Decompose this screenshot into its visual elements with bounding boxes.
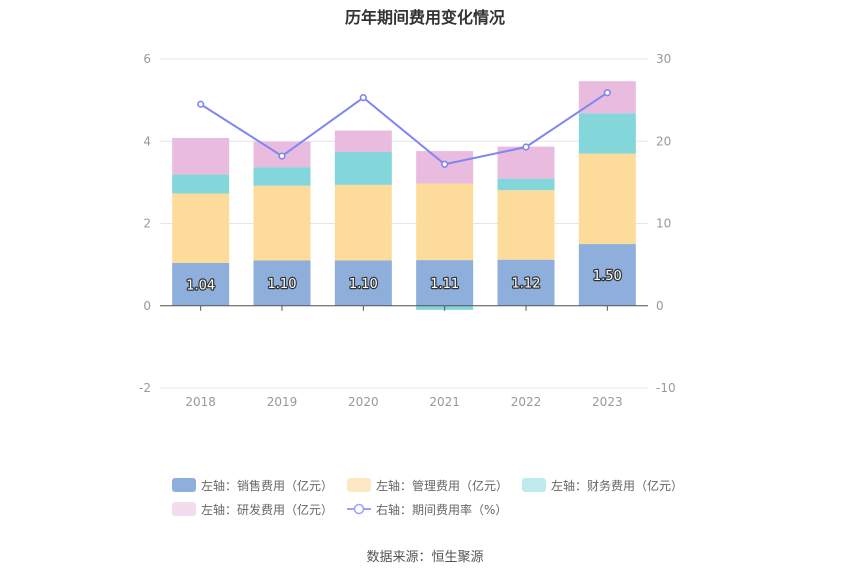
bar-segment — [253, 260, 311, 306]
right-axis-ticks: 30 20 10 0 -10 — [656, 52, 676, 395]
bar-segment — [334, 260, 392, 306]
bar-segment — [172, 137, 230, 175]
x-axis-ticks: 2018 2019 2020 2021 2022 2023 — [185, 395, 622, 409]
legend-swatch-finance — [522, 478, 547, 492]
y-left-tick-label: 4 — [143, 134, 151, 148]
legend-row: 左轴：研发费用（亿元） 右轴：期间费用率（%） — [172, 497, 732, 521]
bar-segment — [416, 183, 474, 261]
bar-data-label: 1.12 — [512, 277, 541, 292]
y-left-tick-label: 0 — [143, 299, 151, 313]
bar-segment — [172, 193, 230, 263]
legend-label-admin: 左轴：管理费用（亿元） — [376, 478, 509, 493]
bar-segment — [578, 113, 636, 154]
rate-line-point — [441, 160, 449, 168]
bar-segment — [578, 81, 636, 114]
bar-data-labels: 1.04 1.10 1.10 1.11 1.12 1.50 — [185, 268, 623, 295]
y-right-tick-label: 0 — [656, 299, 664, 313]
bar-data-label: 1.10 — [268, 277, 297, 292]
bar-segment — [172, 262, 230, 306]
x-axis-tick-label: 2020 — [348, 395, 379, 409]
legend-item-finance[interactable]: 左轴：财务费用（亿元） — [522, 477, 683, 494]
x-axis-tick-label: 2021 — [429, 395, 460, 409]
legend-item-rnd[interactable]: 左轴：研发费用（亿元） — [172, 501, 333, 518]
bar-segment — [334, 184, 392, 261]
rate-line-series — [197, 89, 611, 168]
bar-segment — [578, 153, 636, 245]
legend-swatch-sales — [172, 478, 196, 492]
legend-row: 左轴：销售费用（亿元） 左轴：管理费用（亿元） 左轴：财务费用（亿元） — [172, 473, 732, 497]
x-axis — [160, 305, 648, 311]
bar-segment — [497, 190, 555, 260]
y-right-tick-label: 10 — [656, 217, 671, 231]
legend-swatch-admin — [347, 478, 372, 492]
y-right-tick-label: 20 — [656, 134, 671, 148]
bar-segment — [416, 260, 474, 306]
bar-segment — [253, 167, 311, 186]
grid-lines — [160, 58, 648, 389]
x-axis-tick-label: 2023 — [592, 395, 623, 409]
bar-segment — [334, 130, 392, 152]
bar-series — [172, 81, 636, 310]
bar-data-label: 1.11 — [430, 277, 459, 292]
legend-label-sales: 左轴：销售费用（亿元） — [201, 478, 334, 493]
bar-data-label: 1.50 — [593, 269, 622, 284]
rate-line-point — [603, 89, 611, 97]
y-right-tick-label: 30 — [656, 52, 671, 66]
y-right-tick-label: -10 — [656, 381, 676, 395]
rate-line-point — [278, 152, 286, 160]
y-left-tick-label: 6 — [143, 52, 151, 66]
rate-line-point — [197, 100, 205, 108]
y-left-tick-label: -2 — [139, 381, 151, 395]
y-left-tick-label: 2 — [143, 217, 151, 231]
bar-segment — [578, 244, 636, 306]
chart-title: 历年期间费用变化情况 — [344, 8, 505, 27]
bar-segment — [334, 151, 392, 185]
bar-segment — [497, 259, 555, 306]
x-axis-tick-label: 2018 — [185, 395, 216, 409]
x-axis-tick-label: 2019 — [267, 395, 298, 409]
bar-data-label: 1.10 — [349, 277, 378, 292]
bar-segment — [253, 185, 311, 261]
legend-swatch-rnd — [172, 502, 196, 516]
bar-data-label: 1.04 — [186, 278, 215, 293]
legend-item-sales[interactable]: 左轴：销售费用（亿元） — [172, 477, 333, 494]
left-axis-ticks: 6 4 2 0 -2 — [139, 52, 151, 395]
data-source: 数据来源：恒生聚源 — [366, 550, 484, 565]
bar-segment — [497, 178, 555, 191]
x-axis-tick-label: 2022 — [511, 395, 542, 409]
legend-item-admin[interactable]: 左轴：管理费用（亿元） — [347, 477, 508, 494]
rate-line-point — [522, 143, 530, 151]
legend-item-rate[interactable]: 右轴：期间费用率（%） — [347, 501, 507, 518]
bar-segment — [172, 174, 230, 194]
legend-swatch-rate-icon — [347, 503, 372, 515]
rate-line-point — [359, 94, 367, 102]
legend-label-finance: 左轴：财务费用（亿元） — [551, 478, 684, 493]
legend: 左轴：销售费用（亿元） 左轴：管理费用（亿元） 左轴：财务费用（亿元） 左轴：研… — [172, 473, 732, 521]
rate-line — [200, 91, 608, 166]
legend-label-rnd: 左轴：研发费用（亿元） — [201, 502, 334, 517]
legend-label-rate: 右轴：期间费用率（%） — [376, 502, 508, 517]
